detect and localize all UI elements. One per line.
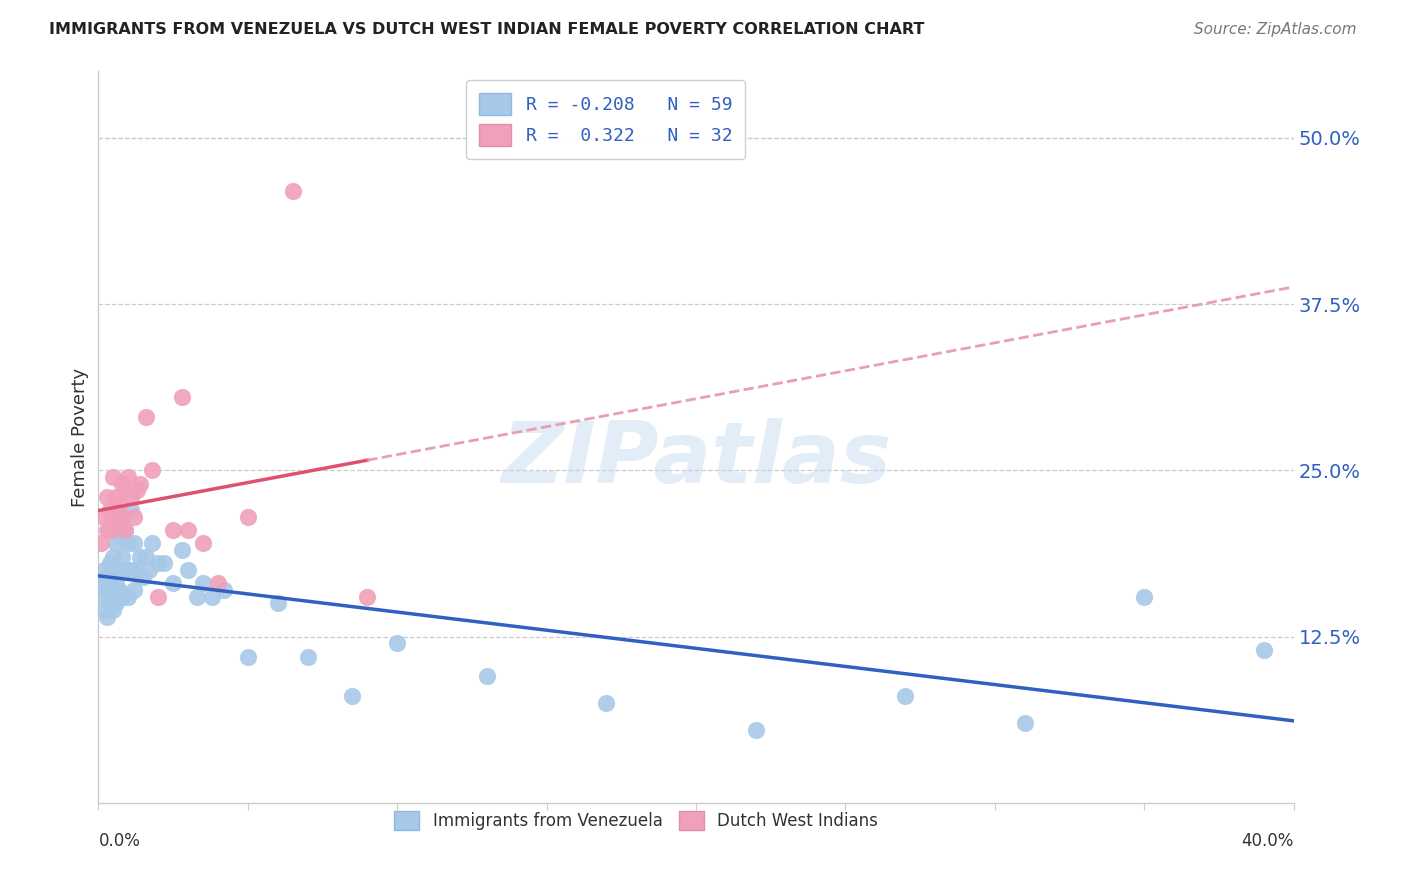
Text: Source: ZipAtlas.com: Source: ZipAtlas.com: [1194, 22, 1357, 37]
Text: 40.0%: 40.0%: [1241, 832, 1294, 850]
Point: [236, 509, 259, 524]
Point: [108, 497, 131, 511]
Point: [177, 563, 200, 577]
Point: [105, 576, 128, 591]
Point: [124, 509, 146, 524]
Point: [148, 557, 170, 571]
Point: [162, 576, 184, 591]
Point: [103, 603, 125, 617]
Point: [186, 590, 208, 604]
Point: [129, 549, 152, 564]
Point: [236, 649, 259, 664]
Point: [108, 582, 131, 597]
Point: [120, 503, 142, 517]
Point: [135, 549, 157, 564]
Point: [1253, 643, 1275, 657]
Point: [98, 523, 122, 537]
Point: [127, 483, 149, 498]
Point: [281, 184, 304, 198]
Point: [153, 557, 176, 571]
Point: [93, 563, 115, 577]
Point: [93, 603, 115, 617]
Point: [745, 723, 768, 737]
Point: [117, 536, 139, 550]
Point: [212, 582, 235, 597]
Point: [105, 509, 128, 524]
Point: [111, 549, 134, 564]
Point: [191, 536, 214, 550]
Point: [111, 590, 134, 604]
Point: [191, 576, 214, 591]
Point: [132, 570, 155, 584]
Point: [148, 590, 170, 604]
Point: [124, 536, 146, 550]
Point: [98, 557, 122, 571]
Point: [114, 483, 136, 498]
Point: [120, 490, 142, 504]
Point: [342, 690, 364, 704]
Point: [98, 596, 122, 610]
Point: [108, 563, 131, 577]
Point: [105, 490, 128, 504]
Point: [96, 490, 118, 504]
Point: [103, 509, 125, 524]
Point: [98, 590, 122, 604]
Point: [1133, 590, 1156, 604]
Point: [117, 470, 139, 484]
Text: IMMIGRANTS FROM VENEZUELA VS DUTCH WEST INDIAN FEMALE POVERTY CORRELATION CHART: IMMIGRANTS FROM VENEZUELA VS DUTCH WEST …: [49, 22, 925, 37]
Text: 0.0%: 0.0%: [98, 832, 141, 850]
Point: [105, 536, 128, 550]
Point: [267, 596, 290, 610]
Point: [201, 590, 224, 604]
Point: [172, 543, 194, 558]
Point: [114, 563, 136, 577]
Text: ZIPatlas: ZIPatlas: [501, 417, 891, 500]
Point: [162, 523, 184, 537]
Point: [96, 582, 118, 597]
Point: [297, 649, 319, 664]
Point: [108, 516, 131, 531]
Point: [138, 563, 160, 577]
Point: [96, 609, 118, 624]
Y-axis label: Female Poverty: Female Poverty: [70, 368, 89, 507]
Point: [475, 669, 498, 683]
Point: [103, 582, 125, 597]
Point: [177, 523, 200, 537]
Point: [98, 576, 122, 591]
Point: [93, 590, 115, 604]
Point: [96, 523, 118, 537]
Point: [90, 576, 112, 591]
Point: [124, 582, 146, 597]
Point: [103, 563, 125, 577]
Point: [103, 549, 125, 564]
Point: [111, 530, 134, 544]
Point: [114, 523, 136, 537]
Point: [1014, 716, 1036, 731]
Point: [114, 523, 136, 537]
Point: [111, 476, 134, 491]
Point: [105, 596, 128, 610]
Point: [129, 476, 152, 491]
Point: [385, 636, 409, 650]
Legend: Immigrants from Venezuela, Dutch West Indians: Immigrants from Venezuela, Dutch West In…: [385, 803, 887, 838]
Point: [894, 690, 917, 704]
Point: [207, 576, 229, 591]
Point: [595, 696, 617, 710]
Point: [117, 590, 139, 604]
Point: [356, 590, 378, 604]
Point: [90, 536, 112, 550]
Point: [96, 570, 118, 584]
Point: [98, 503, 122, 517]
Point: [93, 509, 115, 524]
Point: [127, 563, 149, 577]
Point: [103, 470, 125, 484]
Point: [172, 390, 194, 404]
Point: [108, 516, 131, 531]
Point: [120, 563, 142, 577]
Point: [111, 509, 134, 524]
Point: [141, 536, 163, 550]
Point: [141, 463, 163, 477]
Point: [135, 410, 157, 425]
